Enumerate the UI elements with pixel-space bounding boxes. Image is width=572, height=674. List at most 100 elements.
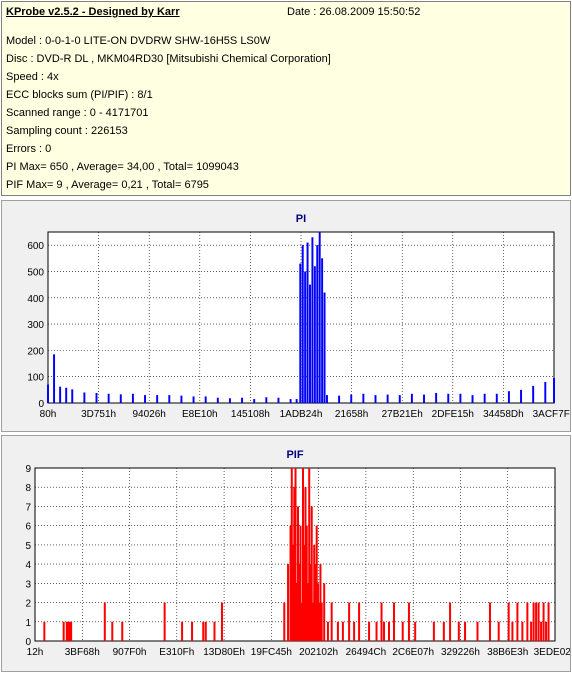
pif-bar	[516, 602, 519, 641]
pif-bar	[388, 621, 391, 641]
pi-y-tick-label: 200	[27, 346, 44, 357]
pif-bar	[213, 621, 216, 641]
pi-y-tick-label: 300	[27, 320, 44, 331]
pif-bar	[65, 621, 68, 641]
pif-bar	[111, 621, 114, 641]
pif-bar	[308, 468, 311, 641]
pi-bar	[386, 394, 389, 403]
pif-bar	[300, 602, 303, 641]
pif-bar	[476, 621, 479, 641]
pif-bar	[191, 621, 194, 641]
pif-bar	[289, 525, 292, 641]
pif-y-tick-label: 3	[25, 579, 31, 590]
pif-bar	[297, 506, 300, 641]
pif-bar	[163, 602, 166, 641]
pif-bar	[220, 602, 223, 641]
pi-x-tick-label: 2DFE15h	[432, 409, 474, 420]
pif-bar	[293, 487, 296, 641]
pi-bar	[95, 393, 98, 403]
pif-bar	[303, 544, 306, 641]
pif-bar	[380, 602, 383, 641]
info-errors: Errors : 0	[6, 143, 52, 155]
pif-bar	[507, 602, 510, 641]
pif-bar	[511, 621, 514, 641]
scan-date: Date : 26.08.2009 15:50:52	[287, 6, 421, 18]
pif-bar	[530, 621, 533, 641]
pif-chart-title: PIF	[286, 449, 303, 461]
info-ecc: ECC blocks sum (PI/PIF) : 8/1	[6, 89, 153, 101]
pif-bar	[464, 621, 467, 641]
pi-bar	[65, 387, 68, 403]
pif-bar	[330, 602, 333, 641]
pif-bar	[314, 564, 317, 641]
pif-bar	[414, 621, 417, 641]
pif-x-tick-label: 19FC45h	[251, 647, 292, 658]
pi-bar	[321, 258, 324, 403]
pi-bar	[309, 284, 311, 403]
pif-bar	[392, 602, 395, 641]
pif-bar	[103, 602, 106, 641]
pif-bar	[375, 621, 378, 641]
pif-x-tick-label: 3BF68h	[65, 647, 100, 658]
pif-bar	[310, 506, 313, 641]
pi-x-tick-label: 1ADB24h	[280, 409, 323, 420]
pif-bar	[181, 621, 184, 641]
pif-bar	[535, 602, 538, 641]
pi-x-tick-label: 94026h	[133, 409, 166, 420]
pif-bar	[320, 602, 323, 641]
pif-bar	[323, 583, 326, 641]
pi-x-tick-label: 145108h	[231, 409, 270, 420]
pi-y-tick-label: 500	[27, 267, 44, 278]
pi-bar	[301, 245, 304, 403]
pif-bar	[283, 602, 286, 641]
pi-bar	[553, 378, 555, 403]
pif-bar	[306, 583, 309, 641]
pi-bar	[119, 394, 122, 403]
pi-bar	[495, 393, 498, 403]
pif-bar	[319, 564, 322, 641]
pi-x-tick-label: 34458Dh	[483, 409, 524, 420]
pif-bar	[298, 564, 301, 641]
pif-bar	[547, 602, 550, 641]
pi-bar	[350, 394, 353, 403]
pi-bar	[316, 245, 319, 403]
pif-y-tick-label: 2	[25, 599, 31, 610]
pif-bar	[542, 602, 545, 641]
pif-bar	[432, 621, 435, 641]
pi-bar	[435, 393, 438, 403]
pif-bar	[318, 602, 321, 641]
pi-bar	[289, 399, 292, 403]
pif-bar	[68, 621, 71, 641]
pif-bar	[311, 602, 314, 641]
pif-bar	[43, 621, 46, 641]
pi-bar	[71, 389, 74, 403]
info-pi-stats: PI Max= 650 , Average= 34,00 , Total= 10…	[6, 161, 239, 173]
pi-y-tick-label: 0	[38, 399, 44, 410]
pi-y-tick-label: 100	[27, 373, 44, 384]
pif-bar	[348, 602, 351, 641]
pif-bar	[497, 621, 500, 641]
pi-bar	[47, 384, 49, 403]
pi-bar	[520, 389, 523, 403]
pif-bar	[537, 602, 540, 641]
pif-x-tick-label: 329226h	[441, 647, 480, 658]
pif-x-tick-label: 3EDE02h	[534, 647, 570, 658]
pif-bar	[545, 621, 548, 641]
pif-bar	[488, 602, 491, 641]
pi-bar	[323, 292, 326, 403]
pi-bar	[544, 381, 547, 403]
pi-bar	[295, 399, 298, 403]
pif-bar	[294, 468, 297, 641]
pif-bar	[305, 525, 308, 641]
pif-y-tick-label: 0	[25, 637, 31, 648]
pi-x-tick-label: 27B21Eh	[382, 409, 423, 420]
pif-bar	[121, 621, 124, 641]
pif-bar	[301, 468, 304, 641]
pif-bar	[341, 621, 344, 641]
pi-bar	[532, 385, 535, 403]
pif-bar	[401, 621, 404, 641]
pif-x-tick-label: 202102h	[299, 647, 338, 658]
pif-bar	[353, 621, 356, 641]
pi-bar	[59, 386, 62, 403]
pif-y-tick-label: 1	[25, 618, 31, 629]
